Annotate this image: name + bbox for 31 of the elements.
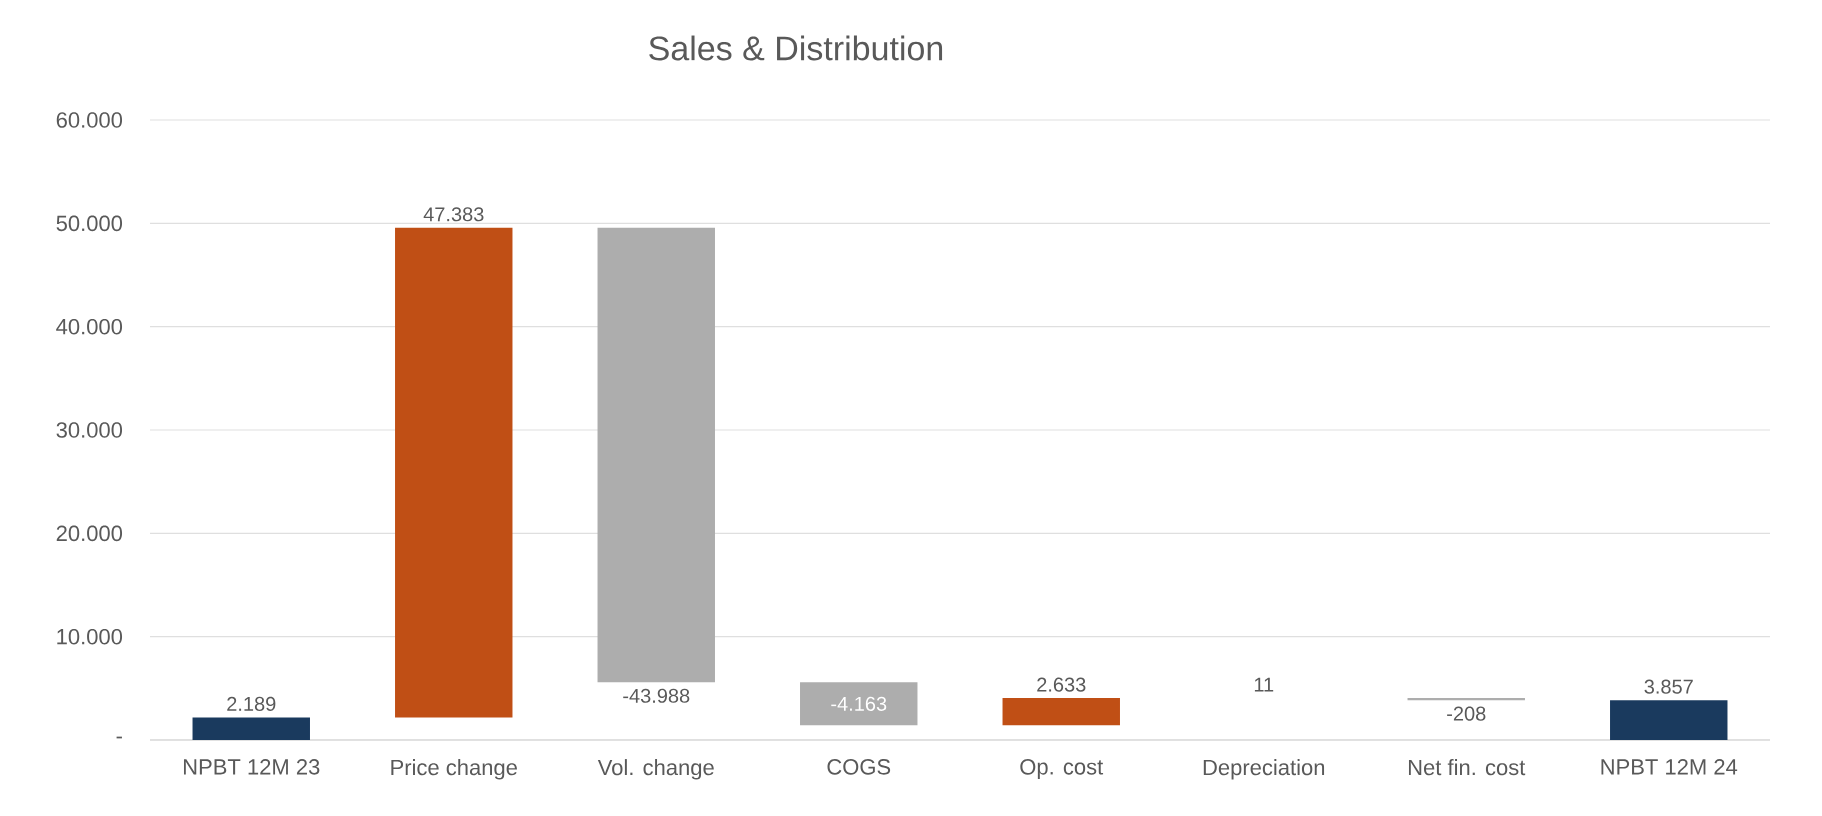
x-tick-label: Op. cost <box>1020 759 1104 779</box>
data-label: -208 <box>1447 706 1486 721</box>
chart-title: Sales & Distribution <box>649 35 943 61</box>
x-tick-label: Depreciation <box>1203 759 1325 780</box>
data-label: -43.988 <box>623 688 690 703</box>
bar <box>1002 698 1120 726</box>
x-tick-label: Vol. change <box>597 759 714 780</box>
y-tick-label: 20.000 <box>56 525 123 542</box>
data-label: 47.383 <box>423 207 484 222</box>
bar <box>597 227 715 683</box>
bar <box>1610 700 1728 740</box>
bar <box>1407 698 1525 701</box>
data-label: 2.189 <box>227 696 276 711</box>
x-tick-label: NPBT 12M 24 <box>1601 759 1738 775</box>
data-label: 3.857 <box>1644 679 1693 694</box>
x-tick-label: Net fin. cost <box>1408 759 1526 776</box>
data-label: -4.163 <box>831 696 887 711</box>
data-label: 11 <box>1254 677 1274 692</box>
y-tick-label: 10.000 <box>57 628 123 645</box>
bar <box>800 682 918 726</box>
bar <box>395 227 513 718</box>
y-tick-label: 60.000 <box>56 112 123 128</box>
x-tick-label: Price change <box>391 759 517 780</box>
y-tick-label: 50.000 <box>56 215 123 232</box>
bar <box>192 717 310 740</box>
data-label: 2.633 <box>1037 677 1086 692</box>
x-tick-label: NPBT 12M 23 <box>183 759 320 775</box>
y-tick-label: 30.000 <box>56 422 123 438</box>
y-tick-label: - <box>116 736 122 739</box>
x-tick-label: COGS <box>827 759 891 775</box>
y-tick-label: 40.000 <box>56 318 123 335</box>
